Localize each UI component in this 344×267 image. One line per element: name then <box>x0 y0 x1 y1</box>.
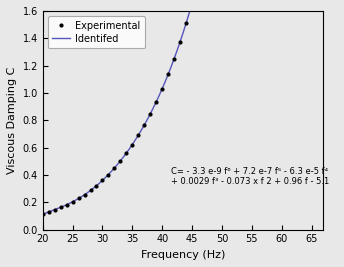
Experimental <box>41 213 45 216</box>
Line: Experimental: Experimental <box>40 0 320 217</box>
Experimental <box>53 208 57 211</box>
Experimental <box>178 40 182 43</box>
Experimental <box>88 189 93 192</box>
Identifed <box>69 201 74 204</box>
Experimental <box>148 112 152 116</box>
Experimental <box>71 200 75 203</box>
Experimental <box>94 184 98 187</box>
Experimental <box>112 166 117 170</box>
Experimental <box>130 143 135 146</box>
Experimental <box>106 173 110 176</box>
Experimental <box>172 57 176 60</box>
X-axis label: Frequency (Hz): Frequency (Hz) <box>141 250 225 260</box>
Experimental <box>76 197 80 200</box>
Identifed <box>155 98 160 101</box>
Line: Identifed: Identifed <box>43 0 326 214</box>
Text: C= - 3.3 e-9 f⁶ + 7.2 e-7 f⁵ - 6.3 e-5 f⁴
+ 0.0029 f³ - 0.073 x f 2 + 0.96 f - 5: C= - 3.3 e-9 f⁶ + 7.2 e-7 f⁵ - 6.3 e-5 f… <box>171 167 330 186</box>
Experimental <box>160 87 164 90</box>
Experimental <box>118 159 122 163</box>
Experimental <box>124 151 128 155</box>
Experimental <box>83 193 87 196</box>
Experimental <box>136 134 140 137</box>
Experimental <box>154 100 158 103</box>
Identifed <box>41 213 45 216</box>
Experimental <box>190 2 194 5</box>
Identifed <box>165 74 170 77</box>
Experimental <box>65 203 69 206</box>
Experimental <box>142 123 146 127</box>
Experimental <box>166 73 170 76</box>
Experimental <box>58 206 63 209</box>
Experimental <box>100 179 105 182</box>
Legend: Experimental, Identifed: Experimental, Identifed <box>47 16 145 48</box>
Experimental <box>47 210 51 214</box>
Y-axis label: Viscous Damping C: Viscous Damping C <box>7 66 17 174</box>
Experimental <box>184 22 188 25</box>
